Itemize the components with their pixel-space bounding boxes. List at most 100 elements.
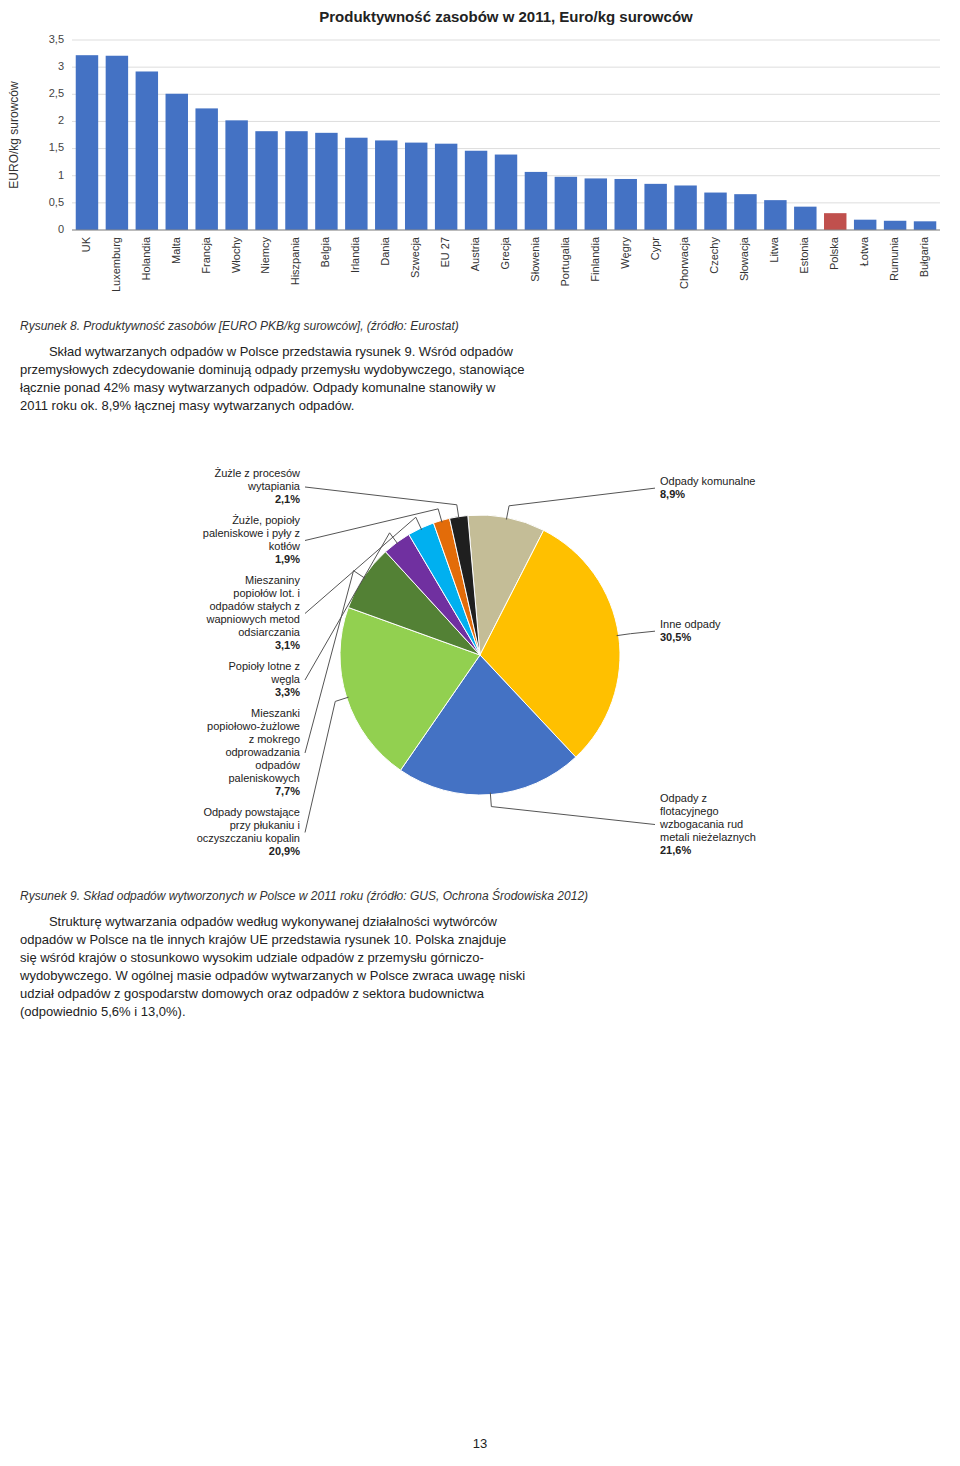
bar xyxy=(644,184,666,230)
label-line: paleniskowych xyxy=(228,772,300,784)
paragraph-line: wydobywczego. W ogólnej masie odpadów wy… xyxy=(20,967,940,985)
slice-value-label: 7,7% xyxy=(275,785,300,797)
pie-slice xyxy=(450,516,480,655)
bar-chart: Produktywność zasobów w 2011, Euro/kg su… xyxy=(0,0,960,315)
x-tick-label: Szwecja xyxy=(409,236,421,278)
x-tick-label: Rumunia xyxy=(888,236,900,281)
paragraph-line: łącznie ponad 42% masy wytwarzanych odpa… xyxy=(20,379,940,397)
page-number: 13 xyxy=(0,1436,960,1451)
slice-category-label: Inne odpady xyxy=(660,618,721,630)
bar xyxy=(555,177,577,230)
bar xyxy=(465,151,487,230)
label-line: kotłów xyxy=(269,540,300,552)
bar xyxy=(195,108,217,230)
label-line: popiołów lot. i xyxy=(233,587,300,599)
x-tick-label: Francja xyxy=(200,236,212,274)
bar xyxy=(405,143,427,230)
paragraph-line: 2011 roku ok. 8,9% łącznej masy wytwarza… xyxy=(20,397,940,415)
bar xyxy=(435,144,457,230)
paragraph-line: Strukturę wytwarzania odpadów według wyk… xyxy=(20,913,940,931)
label-line: Mieszanki xyxy=(251,707,300,719)
slice-category-label: Odpady zflotacyjnegowzbogacania rudmetal… xyxy=(659,792,756,843)
bar xyxy=(76,55,98,230)
x-tick-label: Czechy xyxy=(708,237,720,274)
slice-category-label: Popioły lotne zwęgla xyxy=(228,660,300,685)
slice-category-label: Mieszaninypopiołów lot. iodpadów stałych… xyxy=(205,574,300,638)
bar xyxy=(704,193,726,230)
leader-line xyxy=(305,509,442,541)
bars xyxy=(76,55,937,230)
y-tick-label: 2 xyxy=(58,114,64,126)
bar xyxy=(854,220,876,230)
slice-value-label: 8,9% xyxy=(660,488,685,500)
y-tick-label: 1 xyxy=(58,169,64,181)
grid-line xyxy=(72,94,940,95)
label-line: wzbogacania rud xyxy=(659,818,743,830)
x-tick-label: Portugalia xyxy=(559,236,571,286)
x-tick-label: Finlandia xyxy=(589,236,601,282)
chart-title: Produktywność zasobów w 2011, Euro/kg su… xyxy=(319,8,693,25)
label-line: Żużle z procesów xyxy=(214,467,300,479)
y-tick-label: 0 xyxy=(58,223,64,235)
bar xyxy=(824,213,846,230)
slice-value-label: 1,9% xyxy=(275,553,300,565)
bar xyxy=(585,178,607,230)
bar xyxy=(884,221,906,230)
leader-line xyxy=(305,533,398,680)
label-line: wapniowych metod xyxy=(205,613,300,625)
label-line: flotacyjnego xyxy=(660,805,719,817)
paragraph: Strukturę wytwarzania odpadów według wyk… xyxy=(0,909,960,1031)
bar xyxy=(734,194,756,230)
figure-caption: Rysunek 8. Produktywność zasobów [EURO P… xyxy=(0,315,960,339)
label-line: paleniskowe i pyły z xyxy=(203,527,300,539)
x-tick-label: Grecja xyxy=(499,236,511,269)
slice-value-label: 2,1% xyxy=(275,493,300,505)
bar xyxy=(914,221,936,230)
leader-line xyxy=(305,697,349,832)
label-line: Inne odpady xyxy=(660,618,721,630)
leader-line xyxy=(305,517,422,613)
y-tick-label: 3 xyxy=(58,60,64,72)
bar xyxy=(674,185,696,230)
x-tick-label: Węgry xyxy=(619,237,631,269)
x-tick-label: Słowacja xyxy=(738,236,750,281)
bar xyxy=(615,179,637,230)
label-line: odpadów stałych z xyxy=(210,600,301,612)
y-axis: 00,511,522,533,5 xyxy=(49,33,940,235)
x-tick-label: UK xyxy=(80,236,92,252)
slice-category-label: Żużle, popiołypaleniskowe i pyły zkotłów xyxy=(203,514,301,552)
paragraph-line: udział odpadów z gospodarstw domowych or… xyxy=(20,985,940,1003)
x-axis-line xyxy=(72,230,940,231)
wedges xyxy=(340,515,620,795)
slice-value-label: 3,1% xyxy=(275,639,300,651)
bar xyxy=(285,131,307,230)
label-line: węgla xyxy=(270,673,301,685)
label-line: Mieszaniny xyxy=(245,574,301,586)
paragraph-line: (odpowiednio 5,6% i 13,0%). xyxy=(20,1003,940,1021)
x-tick-label: Bułgaria xyxy=(918,236,930,277)
paragraph-line: się wśród krajów o stosunkowo wysokim ud… xyxy=(20,949,940,967)
label-line: z mokrego xyxy=(249,733,300,745)
page-content: Produktywność zasobów w 2011, Euro/kg su… xyxy=(0,0,960,1031)
grid-line xyxy=(72,40,940,41)
x-tick-label: Luxemburg xyxy=(110,237,122,292)
pie-chart: Odpady komunalne8,9%Inne odpady30,5%Odpa… xyxy=(0,425,960,885)
bar xyxy=(495,155,517,230)
bar xyxy=(794,207,816,230)
bar xyxy=(225,120,247,230)
label-line: oczyszczaniu kopalin xyxy=(197,832,300,844)
leader-line xyxy=(305,487,459,519)
leader-line xyxy=(617,631,655,635)
label-line: odprowadzania xyxy=(225,746,300,758)
label-line: Popioły lotne z xyxy=(228,660,300,672)
x-tick-label: Włochy xyxy=(230,237,242,274)
paragraph-line: odpadów w Polsce na tle innych krajów UE… xyxy=(20,931,940,949)
paragraph-line: Skład wytwarzanych odpadów w Polsce prze… xyxy=(20,343,940,361)
slice-value-label: 21,6% xyxy=(660,844,691,856)
bar xyxy=(525,172,547,230)
y-tick-label: 1,5 xyxy=(49,141,64,153)
label-line: Żużle, popioły xyxy=(232,514,300,526)
y-tick-label: 0,5 xyxy=(49,196,64,208)
bar xyxy=(375,140,397,230)
x-tick-label: Słowenia xyxy=(529,236,541,282)
